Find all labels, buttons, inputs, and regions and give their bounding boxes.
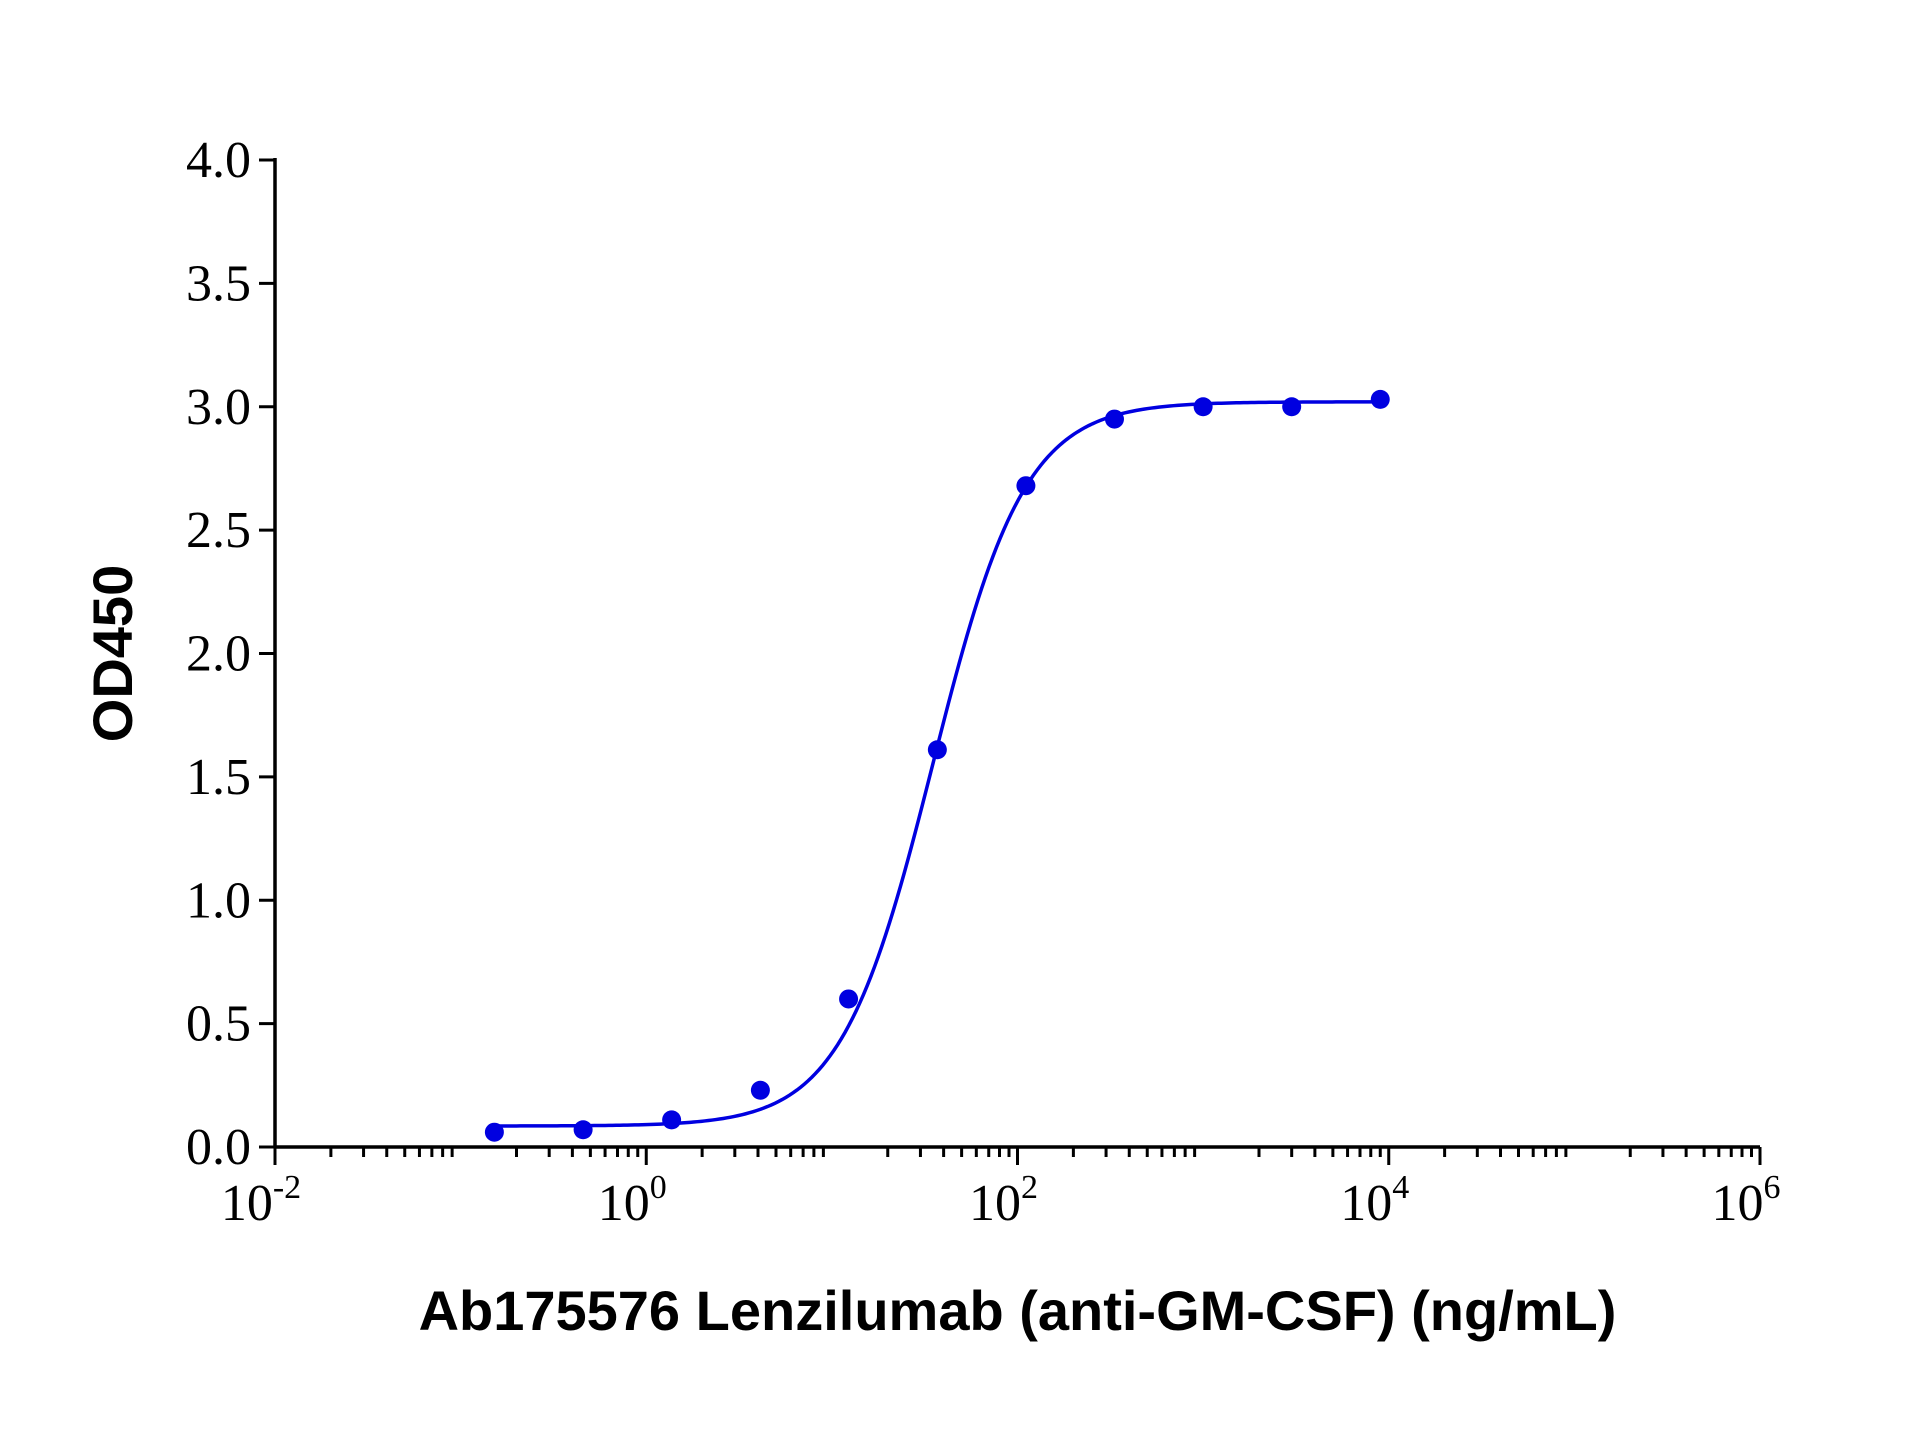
x-tick-label-base-1: 10 bbox=[598, 1175, 650, 1232]
x-tick-label-exp-2: 2 bbox=[1021, 1169, 1038, 1206]
x-axis-ticks: 10-2 100 102 104 106 bbox=[221, 1147, 1781, 1232]
y-tick-label-1: 0.5 bbox=[186, 996, 251, 1053]
y-tick-label-7: 3.5 bbox=[186, 255, 251, 312]
y-tick-label-8: 4.0 bbox=[186, 132, 251, 189]
x-tick-label-0: 10-2 bbox=[221, 1169, 301, 1232]
x-tick-label-exp-4: 6 bbox=[1764, 1169, 1781, 1206]
fit-curve-0 bbox=[494, 400, 1381, 1128]
x-tick-label-2: 102 bbox=[969, 1169, 1038, 1232]
y-axis-ticks: 0.0 0.5 1.0 1.5 2.0 2.5 3.0 3.5 4.0 bbox=[186, 132, 275, 1176]
y-tick-label-3: 1.5 bbox=[186, 749, 251, 806]
y-tick-label-2: 1.0 bbox=[186, 872, 251, 929]
x-tick-label-base-2: 10 bbox=[969, 1175, 1021, 1232]
x-tick-label-base-4: 10 bbox=[1712, 1175, 1764, 1232]
x-axis-title: Ab175576 Lenzilumab (anti-GM-CSF) (ng/mL… bbox=[419, 1279, 1617, 1342]
x-tick-label-4: 106 bbox=[1712, 1169, 1781, 1232]
x-tick-label-3: 104 bbox=[1340, 1169, 1409, 1232]
data-point-5 bbox=[927, 740, 947, 760]
data-point-1 bbox=[573, 1120, 593, 1140]
x-tick-label-base-0: 10 bbox=[221, 1175, 273, 1232]
data-point-4 bbox=[839, 989, 859, 1009]
y-tick-label-4: 2.0 bbox=[186, 626, 251, 683]
y-tick-label-6: 3.0 bbox=[186, 379, 251, 436]
data-point-2 bbox=[662, 1110, 682, 1130]
data-point-3 bbox=[750, 1080, 770, 1100]
data-point-6 bbox=[1016, 476, 1036, 496]
y-tick-label-5: 2.5 bbox=[186, 502, 251, 559]
series-layer bbox=[484, 389, 1390, 1142]
data-point-9 bbox=[1282, 397, 1302, 417]
data-point-7 bbox=[1104, 409, 1124, 429]
y-axis-title: OD450 bbox=[81, 565, 144, 742]
x-tick-label-exp-0: -2 bbox=[273, 1169, 301, 1206]
y-tick-label-0: 0.0 bbox=[186, 1119, 251, 1176]
x-tick-label-1: 100 bbox=[598, 1169, 667, 1232]
data-point-8 bbox=[1193, 397, 1213, 417]
x-tick-label-exp-3: 4 bbox=[1392, 1169, 1409, 1206]
x-tick-label-base-3: 10 bbox=[1340, 1175, 1392, 1232]
x-tick-label-exp-1: 0 bbox=[650, 1169, 667, 1206]
data-point-10 bbox=[1370, 389, 1390, 409]
data-point-0 bbox=[484, 1122, 504, 1142]
